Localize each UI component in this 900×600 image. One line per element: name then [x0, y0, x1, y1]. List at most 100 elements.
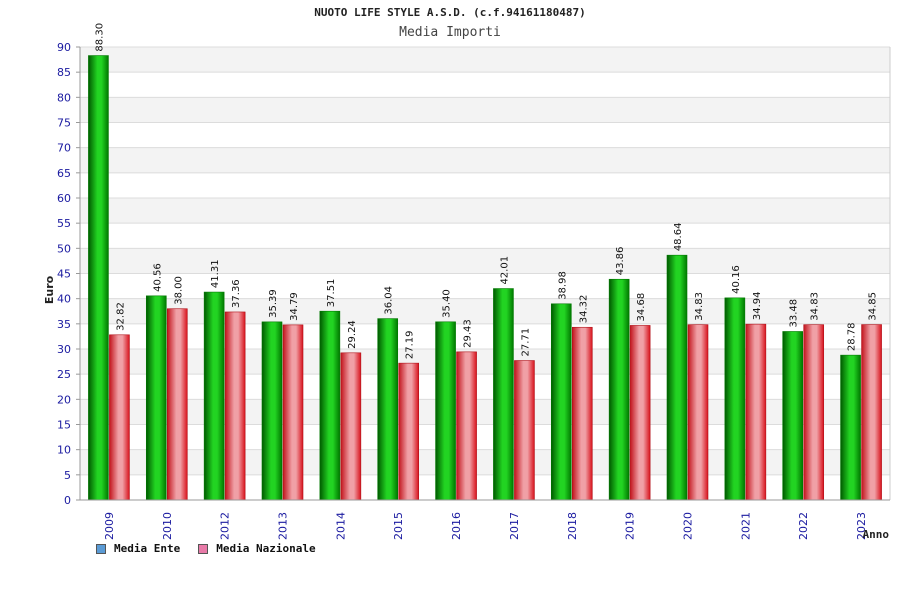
- y-tick-label: 30: [57, 343, 71, 356]
- data-label-nazionale-2015: 27.19: [405, 331, 416, 360]
- x-tick-label: 2010: [161, 512, 174, 540]
- bar-ente-2012: [203, 291, 225, 501]
- legend-item-media-ente: Media Ente: [96, 542, 180, 555]
- data-label-nazionale-2019: 34.68: [636, 293, 647, 322]
- grid-band: [80, 248, 890, 274]
- x-tick-label: 2022: [797, 512, 810, 540]
- bar-nazionale-2019: [629, 325, 651, 501]
- data-label-nazionale-2013: 34.79: [289, 292, 300, 321]
- bar-ente-2017: [493, 288, 514, 501]
- x-tick-label: 2014: [334, 512, 347, 540]
- data-label-nazionale-2017: 27.71: [520, 328, 531, 357]
- bar-nazionale-2017: [514, 360, 535, 501]
- grid-band: [80, 273, 890, 299]
- y-tick-label: 55: [57, 217, 71, 230]
- x-tick-label: 2017: [508, 512, 521, 540]
- bar-nazionale-2014: [340, 352, 362, 501]
- bar-nazionale-2020: [687, 324, 709, 501]
- y-tick-label: 85: [57, 66, 71, 79]
- bar-ente-2015: [377, 318, 399, 501]
- data-label-ente-2020: 48.64: [673, 223, 684, 252]
- x-tick-label: 2016: [450, 512, 463, 540]
- bar-ente-2010: [145, 295, 167, 501]
- data-label-ente-2023: 28.78: [847, 323, 858, 352]
- bar-ente-2013: [261, 321, 283, 501]
- data-label-nazionale-2021: 34.94: [752, 291, 763, 320]
- y-tick-label: 45: [57, 268, 71, 281]
- y-tick-label: 10: [57, 444, 71, 457]
- data-label-ente-2017: 42.01: [499, 256, 510, 285]
- data-label-nazionale-2010: 38.00: [173, 276, 184, 305]
- y-tick-label: 25: [57, 368, 71, 381]
- y-tick-label: 0: [64, 494, 71, 507]
- y-tick-label: 60: [57, 192, 71, 205]
- data-label-ente-2009: 88.30: [94, 23, 105, 52]
- grid-band: [80, 122, 890, 148]
- data-label-ente-2022: 33.48: [789, 299, 800, 328]
- grid-band: [80, 399, 890, 425]
- y-tick-label: 15: [57, 419, 71, 432]
- grid-band: [80, 147, 890, 173]
- bar-ente-2022: [782, 331, 804, 501]
- x-axis-label: Anno: [863, 528, 890, 541]
- x-tick-label: 2021: [739, 512, 752, 540]
- data-label-nazionale-2018: 34.32: [578, 295, 589, 324]
- x-tick-label: 2009: [103, 512, 116, 540]
- bar-nazionale-2023: [861, 324, 882, 501]
- data-label-nazionale-2022: 34.83: [810, 292, 821, 321]
- grid-band: [80, 374, 890, 400]
- grid-band: [80, 449, 890, 475]
- data-label-ente-2021: 40.16: [731, 265, 742, 294]
- x-axis: 2009 2010 2012 2013 2014 2015 2016 2017 2018 2019…: [80, 499, 890, 540]
- bar-ente-2023: [840, 354, 861, 501]
- data-label-nazionale-2016: 29.43: [463, 319, 474, 348]
- bar-nazionale-2009: [109, 334, 130, 501]
- grid-band: [80, 97, 890, 123]
- x-tick-label: 2012: [219, 512, 232, 540]
- legend-item-media-nazionale: Media Nazionale: [198, 542, 316, 555]
- x-tick-label: 2013: [277, 512, 290, 540]
- data-label-nazionale-2014: 29.24: [347, 320, 358, 349]
- grid-band: [80, 47, 890, 73]
- legend-swatch-media-nazionale: [198, 543, 209, 554]
- y-tick-label: 65: [57, 167, 71, 180]
- y-tick-label: 5: [64, 469, 71, 482]
- bar-nazionale-2022: [803, 324, 825, 501]
- bar-ente-2014: [319, 310, 341, 501]
- grid-band: [80, 323, 890, 349]
- data-label-ente-2019: 43.86: [615, 247, 626, 276]
- bar-nazionale-2016: [456, 351, 477, 501]
- x-tick-label: 2020: [682, 512, 695, 540]
- grid-band: [80, 349, 890, 375]
- bar-nazionale-2021: [745, 323, 767, 501]
- y-tick-label: 20: [57, 393, 71, 406]
- bar-ente-2019: [608, 278, 630, 501]
- y-tick-label: 70: [57, 142, 71, 155]
- bar-ente-2021: [724, 297, 746, 501]
- data-label-nazionale-2020: 34.83: [694, 292, 705, 321]
- legend: Media Ente Media Nazionale: [96, 542, 316, 555]
- y-tick-label: 50: [57, 242, 71, 255]
- plot-background: [80, 46, 891, 501]
- bar-nazionale-2012: [224, 311, 246, 501]
- data-label-ente-2018: 38.98: [557, 271, 568, 300]
- data-label-nazionale-2009: 32.82: [115, 302, 126, 331]
- bar-ente-2009: [88, 55, 109, 501]
- y-tick-label: 75: [57, 117, 71, 130]
- data-label-ente-2015: 36.04: [384, 286, 395, 315]
- grid-band: [80, 424, 890, 450]
- x-tick-label: 2018: [566, 512, 579, 540]
- y-tick-label: 90: [57, 41, 71, 54]
- data-label-ente-2012: 41.31: [210, 259, 221, 288]
- data-labels-layer: 88.30 32.82 40.56 38.00 41.31 37.36 35.39 34.79…: [94, 23, 878, 359]
- data-label-ente-2010: 40.56: [152, 263, 163, 292]
- bar-nazionale-2010: [166, 308, 188, 501]
- y-tick-label: 40: [57, 293, 71, 306]
- data-label-nazionale-2023: 34.85: [868, 292, 879, 321]
- data-label-ente-2016: 35.40: [442, 289, 453, 318]
- bar-ente-2016: [435, 321, 456, 501]
- data-label-ente-2013: 35.39: [268, 289, 279, 318]
- legend-label-media-nazionale: Media Nazionale: [216, 542, 316, 555]
- y-tick-label: 35: [57, 318, 71, 331]
